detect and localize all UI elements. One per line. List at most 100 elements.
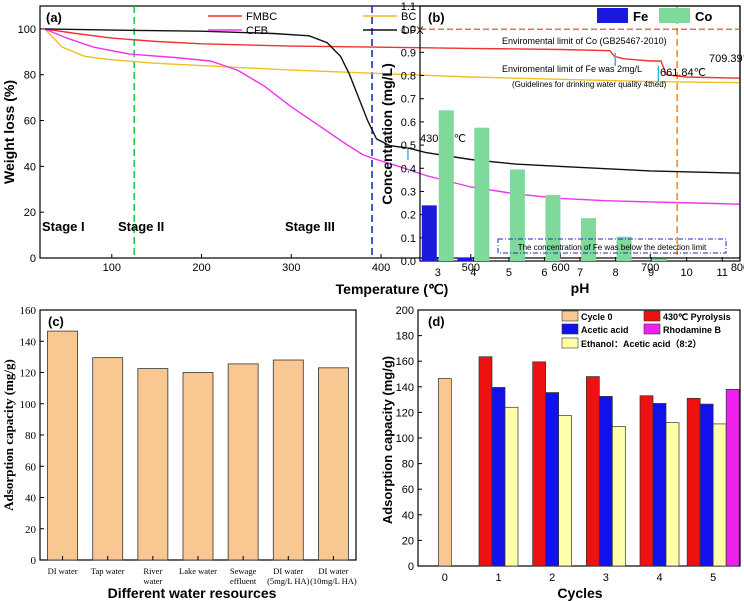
panel-b-xlabel: pH bbox=[571, 280, 590, 296]
legend-swatch-d-4 bbox=[643, 323, 661, 335]
panel-a-xtick-label: 100 bbox=[103, 262, 121, 274]
stage-label-3: Stage III bbox=[285, 219, 335, 234]
co-limit-annotation: Enviromental limit of Co (GB25467-2010) bbox=[502, 36, 667, 46]
panel-a-xtick-label: 400 bbox=[372, 262, 390, 274]
series-line-bc bbox=[43, 28, 741, 84]
panel-b-xtick-label: 6 bbox=[541, 267, 547, 279]
bar-cycle5-0 bbox=[686, 397, 701, 567]
panel-c-ytick-label: 40 bbox=[25, 493, 37, 505]
bar-cycle5-1 bbox=[699, 403, 714, 567]
bar-co-ph4 bbox=[474, 127, 490, 261]
panel-d-ytick-label: 60 bbox=[402, 484, 414, 496]
legend-label-co: Co bbox=[695, 9, 712, 24]
bar-cycle0-0 bbox=[437, 378, 452, 567]
panel-a-ylabel: Weight loss (%) bbox=[1, 80, 17, 184]
legend-swatch-d-0 bbox=[561, 310, 579, 322]
panel-a-xtick-label: 800 bbox=[731, 262, 744, 274]
bar-water-1 bbox=[47, 330, 78, 561]
legend-swatch-d-2 bbox=[561, 323, 579, 335]
panel-a-ytick-label: 0 bbox=[30, 253, 36, 265]
panel-d-xlabel: Cycles bbox=[557, 585, 602, 601]
panel-c-ytick-label: 120 bbox=[20, 368, 37, 380]
panel-c-xlabel: Different water resources bbox=[108, 585, 277, 601]
panel-d-ytick-label: 140 bbox=[396, 382, 414, 394]
panel-c-xtick-label: (10mg/L HA) bbox=[310, 576, 357, 586]
panel-d-ytick-label: 160 bbox=[396, 356, 414, 368]
annotation-709: 709.39℃ bbox=[709, 53, 744, 65]
bar-cycle1-1 bbox=[491, 387, 506, 567]
panel-d-xtick-label: 4 bbox=[656, 572, 662, 584]
panel-b-ytick-label: 0.3 bbox=[401, 186, 416, 198]
bar-co-ph5 bbox=[509, 169, 525, 261]
panel-b-ytick-label: 1.0 bbox=[401, 24, 416, 36]
panel-d-ytick-label: 80 bbox=[402, 459, 414, 471]
panel-b-ytick-label: 0.9 bbox=[401, 47, 416, 59]
panel-b-label: (b) bbox=[428, 10, 445, 25]
series-line-cfb bbox=[44, 28, 741, 205]
panel-c-label: (c) bbox=[48, 314, 64, 329]
panel-d-ytick-label: 20 bbox=[402, 535, 414, 547]
panel-b-xtick-label: 4 bbox=[470, 267, 476, 279]
panel-c-xtick-label: DI water bbox=[48, 566, 78, 576]
panel-d-ylabel: Adsorption capacity (mg/g) bbox=[380, 356, 395, 524]
panel-d-xtick-label: 1 bbox=[495, 572, 501, 584]
legend-label-ofx: OFX bbox=[401, 25, 424, 37]
panel-b-ytick-label: 0.8 bbox=[401, 71, 416, 83]
panel-c-ylabel: Adsorption capacity (mg/g) bbox=[1, 359, 16, 511]
panel-c-xtick-label: water bbox=[143, 576, 162, 586]
panel-c-ytick-label: 160 bbox=[20, 305, 37, 317]
panel-c-ytick-label: 140 bbox=[20, 336, 37, 348]
bar-cycle2-0 bbox=[532, 361, 547, 567]
panel-b-xtick-label: 10 bbox=[681, 267, 693, 279]
panel-b-ytick-label: 0.7 bbox=[401, 94, 416, 106]
panel-a-ytick-label: 40 bbox=[24, 161, 36, 173]
panel-b-ytick-label: 0.5 bbox=[401, 140, 416, 152]
bar-water-5 bbox=[227, 363, 259, 561]
legend-swatch-d-1 bbox=[643, 310, 661, 322]
panel-b-ytick-label: 1.1 bbox=[401, 1, 416, 13]
panel-a-xlabel: Temperature (℃) bbox=[336, 281, 449, 297]
legend-label-d-1: 430℃ Pyrolysis bbox=[663, 312, 731, 322]
panel-b-xtick-label: 8 bbox=[612, 267, 618, 279]
legend-label-d-0: Cycle 0 bbox=[581, 312, 613, 322]
panel-a-ytick-label: 20 bbox=[24, 207, 36, 219]
panel-d-xtick-label: 0 bbox=[442, 572, 448, 584]
panel-c-xtick-label: Tap water bbox=[91, 566, 125, 576]
panel-a-ytick-label: 100 bbox=[18, 24, 36, 36]
panel-c-xtick-label: effluent bbox=[230, 576, 257, 586]
stage-label-2: Stage II bbox=[118, 219, 164, 234]
panel-d-ytick-label: 120 bbox=[396, 407, 414, 419]
legend-label-fmbc: FMBC bbox=[246, 11, 277, 23]
panel-d-ytick-label: 0 bbox=[408, 561, 414, 573]
bar-cycle5-3 bbox=[725, 389, 740, 567]
panel-c-xtick-label: DI water bbox=[273, 566, 303, 576]
panel-b-xtick-label: 11 bbox=[717, 267, 728, 279]
bar-cycle2-1 bbox=[545, 392, 560, 567]
panel-d-ytick-label: 100 bbox=[396, 433, 414, 445]
legend-label-fe: Fe bbox=[633, 9, 648, 24]
fe-limit-source: (Guidelines for drinking water quality 4… bbox=[512, 80, 667, 89]
legend-label-cfb: CFB bbox=[246, 25, 268, 37]
bar-cycle3-0 bbox=[585, 376, 600, 567]
bar-cycle4-2 bbox=[665, 422, 680, 567]
bar-cycle1-0 bbox=[478, 356, 493, 567]
panel-a-xtick-label: 600 bbox=[551, 262, 569, 274]
bar-water-4 bbox=[182, 372, 214, 561]
bar-cycle2-2 bbox=[558, 415, 573, 567]
legend-swatch-fe bbox=[597, 8, 628, 23]
panel-b-ytick-label: 0.6 bbox=[401, 117, 416, 129]
legend-swatch-d-3 bbox=[561, 337, 579, 349]
bar-water-6 bbox=[272, 359, 304, 561]
panel-a-xtick-label: 500 bbox=[462, 262, 480, 274]
panel-b-ytick-label: 0.1 bbox=[401, 233, 416, 245]
panel-c-xtick-label: DI water bbox=[318, 566, 348, 576]
bar-water-3 bbox=[137, 368, 169, 561]
legend-label-d-2: Acetic acid bbox=[581, 325, 629, 335]
bar-cycle4-0 bbox=[639, 395, 654, 567]
panel-a-xtick-label: 200 bbox=[192, 262, 210, 274]
fe-limit-annotation: Enviromental limit of Fe was 2mg/L bbox=[502, 64, 642, 74]
bar-co-ph6 bbox=[545, 194, 561, 261]
bar-cycle1-2 bbox=[504, 406, 519, 567]
panel-b-ytick-label: 0.0 bbox=[401, 256, 416, 268]
